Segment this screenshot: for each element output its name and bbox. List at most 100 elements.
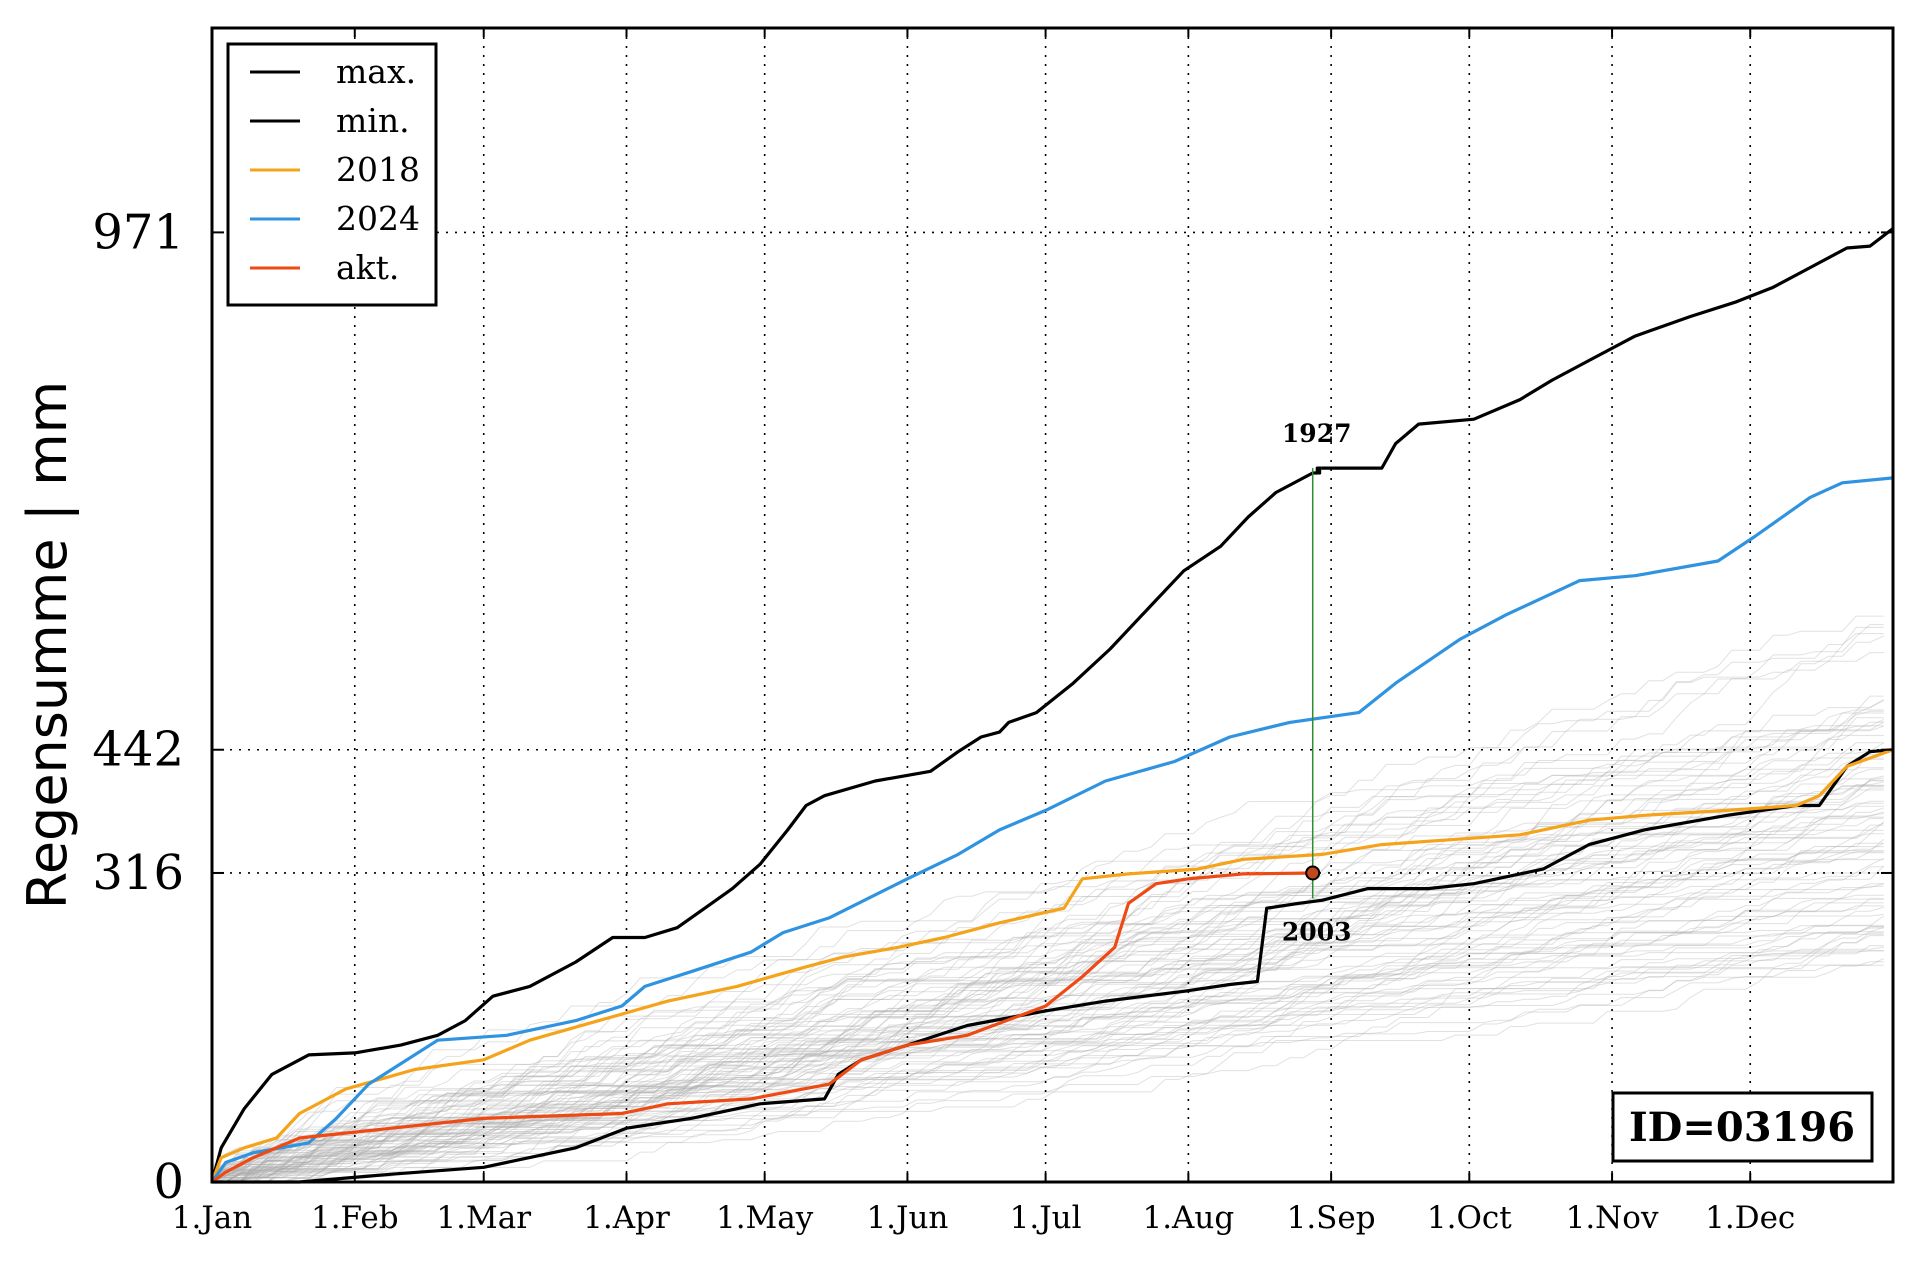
background-year-line [212,946,1884,1183]
legend-label: 2018 [336,150,420,189]
background-year-line [211,933,1884,1178]
background-year-line [211,838,1885,1183]
series-line-2018 [210,748,1894,1183]
background-year-line [212,913,1884,1183]
background-year-line [212,777,1884,1183]
background-year-line [212,883,1884,1178]
x-tick-label: 1.Dec [1705,1200,1795,1236]
x-tick-label: 1.Jun [866,1200,948,1236]
background-year-line [212,902,1884,1183]
y-axis-label: Regensumme | mm [16,381,79,910]
background-year-line [211,852,1884,1183]
y-tick-label: 0 [153,1154,184,1210]
x-tick-label: 1.Jul [1010,1200,1082,1236]
x-tick-label: 1.Nov [1566,1200,1659,1236]
background-year-line [212,842,1884,1173]
x-tick-label: 1.May [716,1200,814,1236]
x-tick-label: 1.Apr [583,1200,670,1236]
legend-label: akt. [336,248,399,287]
x-tick-label: 1.Jan [172,1200,252,1236]
background-year-line [212,926,1884,1183]
background-year-line [212,961,1884,1183]
background-year-line [212,717,1884,1183]
background-year-line [212,821,1885,1178]
legend-label: 2024 [336,199,420,238]
background-year-line [212,626,1884,1183]
background-year-line [212,779,1884,1183]
background-year-line [212,699,1885,1183]
background-year-line [211,757,1884,1177]
background-year-line [212,885,1884,1183]
x-tick-label: 1.Mar [436,1200,531,1236]
background-year-line [212,950,1884,1179]
legend-label: min. [336,101,410,140]
background-year-line [212,633,1884,1166]
background-year-line [212,859,1884,1183]
background-year-line [212,964,1884,1176]
legend-label: max. [336,52,416,91]
y-tick-label: 442 [92,722,184,778]
background-year-line [212,833,1884,1183]
annotation-min-year: 2003 [1282,917,1352,946]
station-id-label: ID=03196 [1629,1104,1855,1151]
background-year-line [212,905,1884,1176]
background-year-line [211,786,1884,1173]
grid-lines [211,28,1893,1182]
background-year-line [212,749,1884,1183]
x-tick-label: 1.Oct [1427,1200,1512,1236]
background-year-line [211,775,1884,1171]
background-year-line [211,842,1884,1176]
background-year-line [211,822,1885,1183]
background-year-line [211,768,1884,1183]
background-year-line [211,624,1884,1183]
background-year-line [212,927,1884,1175]
background-year-line [211,817,1884,1183]
background-year-line [212,945,1884,1183]
legend: max. min. 2018 2024 akt. [226,42,438,307]
background-year-line [212,824,1884,1172]
background-year-line [212,857,1885,1183]
background-year-line [212,748,1884,1183]
background-year-line [212,784,1884,1183]
station-id-box: ID=03196 [1611,1091,1874,1163]
background-year-line [212,781,1884,1183]
y-tick-label: 316 [92,845,184,901]
background-year-line [211,699,1885,1176]
background-year-line [212,866,1884,1183]
background-year-line [212,915,1885,1183]
background-year-line [212,721,1884,1170]
background-year-line [212,710,1884,1177]
axis-ticks: 1.Jan 1.Feb 1.Mar 1.Apr 1.May 1.Jun 1.Jul 1.Aug… [92,28,1893,1236]
background-year-line [212,811,1884,1183]
background-year-line [211,958,1885,1174]
series-line-max [1321,227,1894,470]
series-lines [210,227,1894,1184]
station-id-frame [1611,1091,1874,1163]
annotation-max-year: 1927 [1282,419,1352,448]
background-year-line [211,865,1885,1174]
x-tick-label: 1.Feb [311,1200,399,1236]
background-year-line [212,800,1884,1172]
x-tick-label: 1.Aug [1142,1200,1234,1236]
series-line-2024 [210,476,1894,1183]
background-year-line [211,932,1884,1183]
series-line-min [212,748,1894,1184]
x-tick-label: 1.Sep [1287,1200,1376,1236]
background-year-line [212,718,1885,1183]
background-year-line [211,767,1884,1179]
background-year-line [211,935,1884,1183]
background-year-line [212,787,1884,1183]
background-year-line [212,851,1884,1183]
background-year-line [212,721,1885,1183]
background-year-line [211,816,1884,1179]
background-year-line [212,615,1884,1172]
background-year-line [212,709,1884,1183]
current-value-marker [1305,865,1321,881]
background-year-line [212,802,1884,1171]
background-year-line [211,906,1884,1183]
highlight-marker: 1927 2003 [1282,419,1352,946]
background-year-line [212,894,1884,1170]
series-line-akt [211,871,1313,1184]
background-year-line [212,898,1884,1183]
